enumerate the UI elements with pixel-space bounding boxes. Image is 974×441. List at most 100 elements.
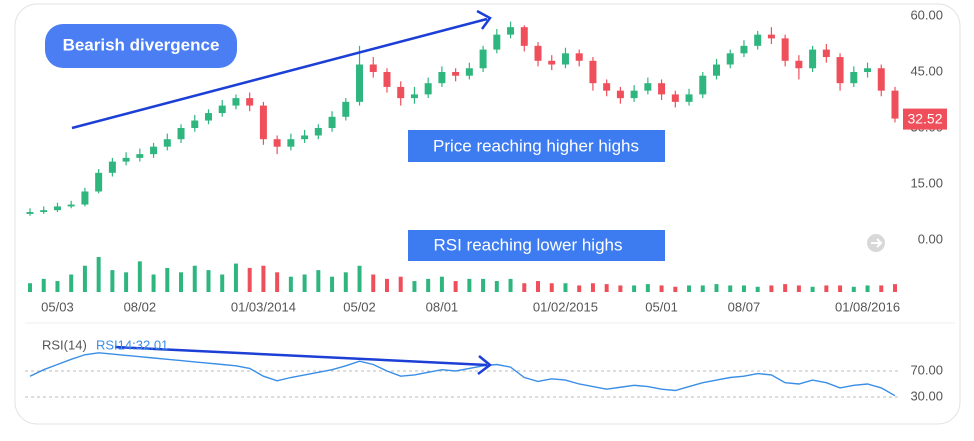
volume-bar	[55, 281, 60, 292]
candle-body	[809, 49, 817, 69]
volume-bar	[687, 285, 692, 292]
x-tick-label: 05/03	[41, 299, 74, 314]
volume-bar	[330, 276, 335, 292]
volume-bar	[577, 285, 582, 292]
candle-body	[685, 94, 693, 102]
volume-bar	[755, 286, 760, 292]
volume-bar	[590, 283, 595, 292]
scroll-icon-arrow	[871, 238, 883, 248]
rsi-note-box	[408, 230, 665, 261]
candle-body	[108, 161, 116, 173]
last-price-badge	[903, 108, 947, 130]
volume-bar	[741, 285, 746, 292]
candle-body	[81, 191, 89, 205]
volume-bar	[124, 272, 129, 292]
volume-bar	[371, 274, 376, 292]
price-note: Price reaching higher highs	[433, 136, 639, 155]
candle-body	[548, 60, 556, 65]
rsi-arrow	[114, 345, 493, 375]
candle-body	[740, 45, 748, 54]
volume-bar	[192, 265, 197, 292]
candle-body	[795, 60, 803, 69]
volume-bar	[96, 257, 101, 292]
volume-bar	[522, 283, 527, 292]
volume-bar	[82, 265, 87, 292]
volume-bar	[714, 284, 719, 292]
volume-bar	[673, 286, 678, 292]
candle-body	[671, 94, 679, 102]
divergence-label: Bearish divergence	[63, 35, 220, 54]
candle-body	[26, 212, 34, 214]
candle-body	[822, 49, 830, 58]
y-tick-label: 70.00	[910, 362, 943, 377]
candle-body	[287, 139, 295, 147]
candle-body	[438, 71, 446, 84]
volume-bar	[247, 267, 252, 292]
candle-body	[410, 94, 418, 99]
rsi-legend: RSI14:32.01	[96, 337, 168, 352]
volume-bar	[426, 278, 431, 292]
volume-bar	[838, 285, 843, 292]
volume-bar	[549, 283, 554, 292]
candle-body	[561, 53, 569, 65]
volume-bar	[851, 286, 856, 292]
candle-body	[699, 75, 707, 95]
candle-body	[314, 128, 322, 136]
volume-bar	[865, 285, 870, 292]
y-tick-label: 30.00	[910, 388, 943, 403]
volume-bar	[481, 278, 486, 292]
last-price-label: 32.52	[907, 110, 942, 126]
volume-bar	[892, 284, 897, 292]
volume-bar	[179, 272, 184, 292]
candle-body	[465, 68, 473, 76]
candle-body	[877, 68, 885, 91]
candle-body	[781, 38, 789, 61]
x-tick-label: 01/03/2014	[231, 299, 296, 314]
x-tick-label: 05/01	[645, 299, 678, 314]
candle-body	[864, 68, 872, 72]
volume-bar	[618, 285, 623, 292]
volume-bar	[398, 276, 403, 292]
candle-body	[891, 90, 899, 119]
volume-bar	[261, 265, 266, 292]
rsi-note: RSI reaching lower highs	[434, 235, 623, 254]
volume-bar	[632, 285, 637, 292]
candle-body	[424, 83, 432, 95]
x-tick-label: 08/01	[426, 299, 459, 314]
volume-bar	[151, 274, 156, 292]
y-tick-label: 15.00	[910, 175, 943, 190]
volume-bar	[137, 261, 142, 292]
volume-bar	[302, 274, 307, 292]
candle-body	[479, 49, 487, 69]
volume-bar	[536, 281, 541, 292]
volume-bar	[810, 286, 815, 292]
candle-body	[191, 120, 199, 128]
candle-body	[177, 128, 185, 140]
candle-body	[644, 83, 652, 91]
candle-body	[342, 101, 350, 117]
x-tick-label: 08/07	[728, 299, 761, 314]
volume-bar	[288, 276, 293, 292]
candle-body	[95, 172, 103, 192]
marks: 0.00 15.00 30.00 45.00 60.00 05/03 08/02 01/03/…	[25, 7, 947, 403]
volume-bar	[879, 285, 884, 292]
x-tick-label: 08/02	[124, 299, 157, 314]
volume-bar	[769, 285, 774, 292]
price-arrow	[71, 9, 492, 130]
candle-body	[493, 34, 501, 50]
candle-body	[836, 57, 844, 84]
y-tick-label: 60.00	[910, 7, 943, 22]
rsi-title: RSI(14)	[42, 337, 87, 352]
candle-body	[356, 64, 364, 102]
candle-body	[452, 71, 460, 76]
candle-body	[232, 98, 240, 106]
divergence-badge	[45, 24, 237, 68]
candle-body	[259, 105, 267, 140]
candle-body	[616, 90, 624, 99]
volume-bar	[165, 267, 170, 292]
volume-bar	[220, 274, 225, 292]
volume-bar	[233, 263, 238, 292]
candle-body	[328, 116, 336, 128]
candle-body	[67, 204, 75, 207]
x-tick-label: 01/08/2016	[835, 299, 900, 314]
